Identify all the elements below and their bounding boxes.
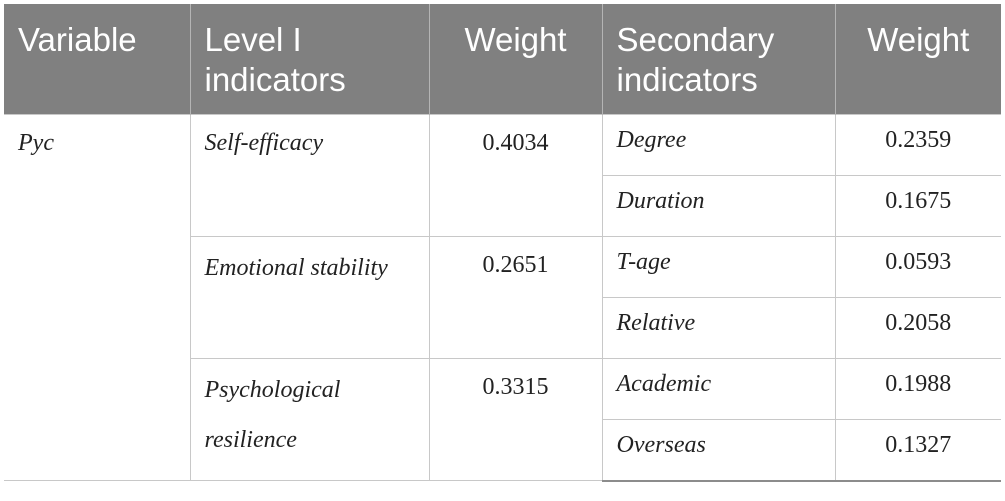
secondary-weight-cell: 0.1675	[834, 175, 1001, 237]
secondary-indicator-cell: Academic	[601, 358, 836, 420]
level1-indicator-cell: Psychological resilience	[189, 358, 430, 481]
table-row: Emotional stability 0.2651 T-age 0.0593	[4, 236, 1001, 359]
header-row: Variable Level I indicators Weight Secon…	[4, 4, 1001, 115]
header-weight-secondary: Weight	[834, 4, 1001, 115]
header-weight-level1: Weight	[428, 4, 602, 115]
secondary-indicator-cell: T-age	[601, 236, 836, 298]
secondary-indicator-cell: Overseas	[601, 419, 836, 482]
table-body: Pyc Self-efficacy 0.4034 Degree 0.2359 D…	[4, 114, 1001, 482]
secondary-weight-cell: 0.1988	[834, 358, 1001, 420]
table-row: Pyc Self-efficacy 0.4034 Degree 0.2359	[4, 114, 1001, 481]
secondary-weight-cell: 0.2359	[834, 114, 1001, 176]
secondary-weight-cell: 0.0593	[834, 236, 1001, 298]
secondary-weight-cell: 0.1327	[834, 419, 1001, 482]
level1-indicator-cell: Self-efficacy	[189, 114, 430, 237]
header-variable: Variable	[4, 4, 190, 115]
table-row: Overseas 0.1327	[4, 419, 1001, 482]
level1-weight-cell: 0.3315	[428, 358, 603, 481]
level1-indicator-cell: Emotional stability	[189, 236, 430, 359]
secondary-indicator-cell: Degree	[601, 114, 836, 176]
table-row: Psychological resilience 0.3315 Academic…	[4, 358, 1001, 481]
variable-cell: Pyc	[4, 114, 191, 481]
table-row: Duration 0.1675	[4, 175, 1001, 237]
level1-weight-cell: 0.4034	[428, 114, 603, 237]
secondary-weight-cell: 0.2058	[834, 297, 1001, 359]
indicators-table: Variable Level I indicators Weight Secon…	[4, 4, 1001, 482]
table-header: Variable Level I indicators Weight Secon…	[4, 4, 1001, 115]
header-level1-indicators: Level I indicators	[189, 4, 429, 115]
secondary-indicator-cell: Relative	[601, 297, 836, 359]
secondary-indicator-cell: Duration	[601, 175, 836, 237]
table-row: Relative 0.2058	[4, 297, 1001, 359]
header-secondary-indicators: Secondary indicators	[601, 4, 835, 115]
level1-weight-cell: 0.2651	[428, 236, 603, 359]
